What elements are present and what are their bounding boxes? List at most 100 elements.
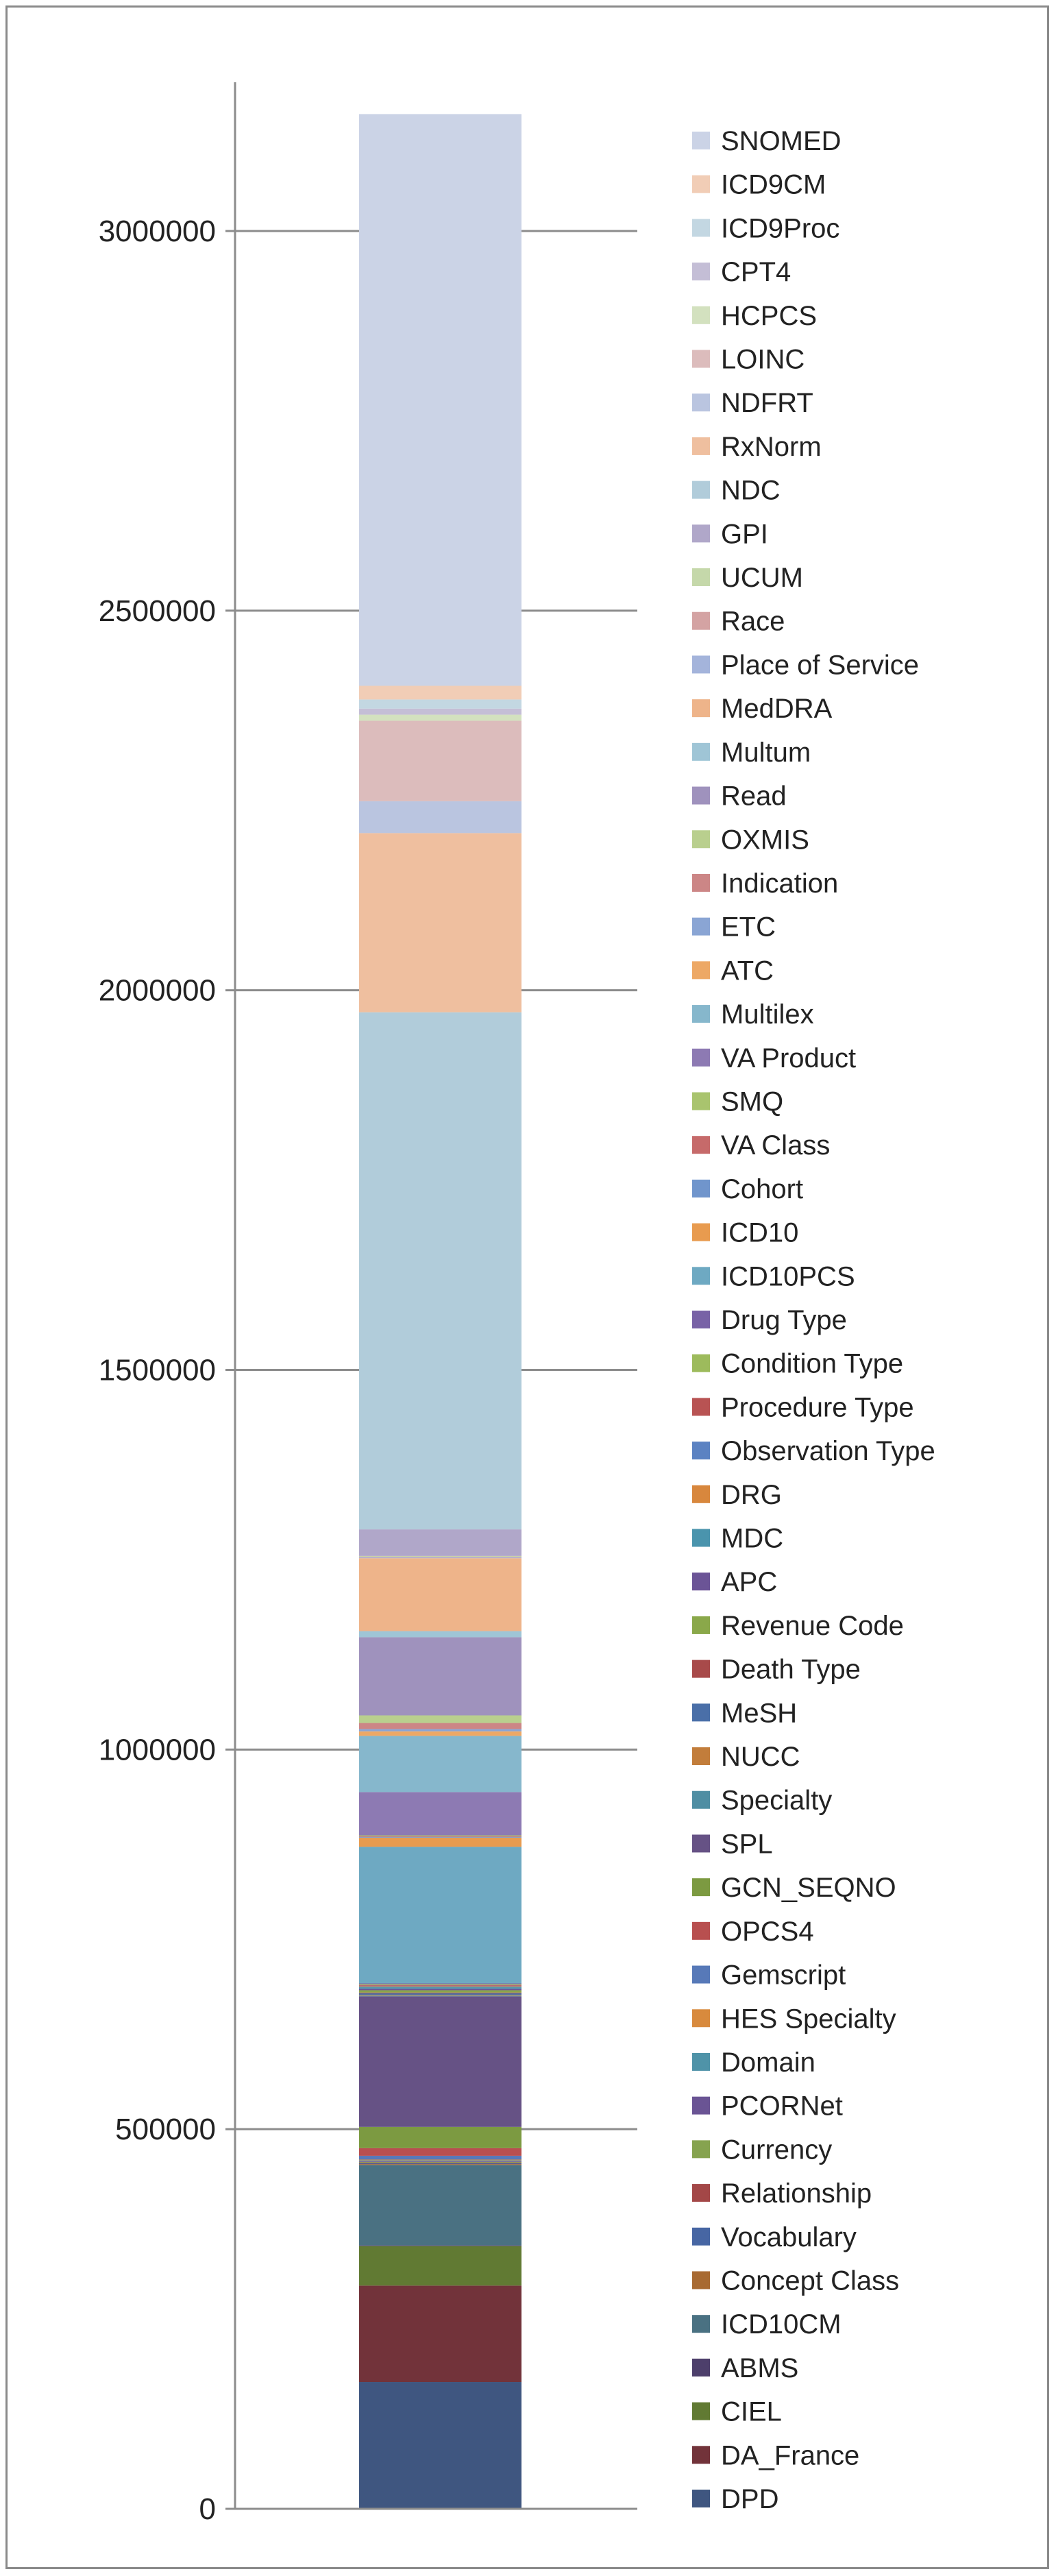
legend-swatch-domain bbox=[692, 2052, 710, 2071]
legend-label-icd10cm: ICD10CM bbox=[721, 2309, 842, 2340]
bar-segment-pcornet bbox=[359, 2161, 521, 2162]
legend-label-apc: APC bbox=[721, 1567, 777, 1597]
legend-label-abms: ABMS bbox=[721, 2353, 798, 2383]
legend-label-read: Read bbox=[721, 781, 787, 812]
bar-segment-icd9proc bbox=[359, 699, 521, 709]
legend-label-oxmis: OXMIS bbox=[721, 825, 809, 855]
bar-segment-cohort bbox=[359, 1836, 521, 1838]
legend-swatch-vocabulary bbox=[692, 2227, 710, 2246]
legend-swatch-icd10cm bbox=[692, 2315, 710, 2333]
bar-segment-icd9cm bbox=[359, 685, 521, 700]
legend-swatch-race bbox=[692, 611, 710, 630]
legend-label-cpt4: CPT4 bbox=[721, 257, 791, 287]
bar-segment-ndfrt bbox=[359, 801, 521, 834]
bar-segment-mesh bbox=[359, 1993, 521, 1995]
legend-swatch-hcpcs bbox=[692, 306, 710, 324]
legend-label-procedure-type: Procedure Type bbox=[721, 1392, 914, 1422]
bar-segment-gpi bbox=[359, 1529, 521, 1556]
legend-label-drug-type: Drug Type bbox=[721, 1305, 847, 1335]
bar-segment-cpt4 bbox=[359, 708, 521, 715]
legend-swatch-meddra bbox=[692, 699, 710, 718]
legend-label-loinc: LOINC bbox=[721, 345, 805, 375]
legend-swatch-mdc bbox=[692, 1529, 710, 1547]
legend-swatch-abms bbox=[692, 2358, 710, 2377]
legend-label-opcs4: OPCS4 bbox=[721, 1917, 814, 1947]
legend-swatch-atc bbox=[692, 961, 710, 980]
legend-label-da-france: DA_France bbox=[721, 2440, 859, 2470]
legend-label-ucum: UCUM bbox=[721, 563, 803, 593]
bar-segment-etc bbox=[359, 1729, 521, 1731]
legend-swatch-cohort bbox=[692, 1179, 710, 1198]
legend-swatch-ndc bbox=[692, 481, 710, 499]
legend-swatch-icd10 bbox=[692, 1223, 710, 1241]
bar-segment-opcs4 bbox=[359, 2148, 521, 2156]
legend-label-va-product: VA Product bbox=[721, 1043, 856, 1073]
legend-swatch-icd9proc bbox=[692, 219, 710, 237]
legend-swatch-da-france bbox=[692, 2446, 710, 2464]
legend-label-mdc: MDC bbox=[721, 1524, 783, 1554]
legend-label-gcn-seqno: GCN_SEQNO bbox=[721, 1873, 896, 1903]
legend-label-rxnorm: RxNorm bbox=[721, 432, 822, 462]
legend-swatch-gpi bbox=[692, 524, 710, 543]
bar-segment-da-france bbox=[359, 2285, 521, 2383]
legend-swatch-icd10pcs bbox=[692, 1267, 710, 1285]
legend-swatch-concept-class bbox=[692, 2271, 710, 2289]
y-tick-label: 3000000 bbox=[99, 215, 216, 248]
bar-segment-multum bbox=[359, 1631, 521, 1638]
bar-segment-meddra bbox=[359, 1558, 521, 1631]
y-tick-label: 2500000 bbox=[99, 594, 216, 628]
legend-label-etc: ETC bbox=[721, 912, 776, 943]
legend-swatch-snomed bbox=[692, 132, 710, 149]
chart-frame bbox=[5, 5, 1049, 2569]
legend-label-race: Race bbox=[721, 607, 785, 637]
legend-swatch-icd9cm bbox=[692, 175, 710, 193]
legend-swatch-nucc bbox=[692, 1747, 710, 1766]
legend-swatch-cpt4 bbox=[692, 263, 710, 281]
legend-label-observation-type: Observation Type bbox=[721, 1436, 935, 1466]
legend-swatch-procedure-type bbox=[692, 1398, 710, 1416]
legend-swatch-mesh bbox=[692, 1703, 710, 1722]
y-tick-label: 500000 bbox=[115, 2113, 216, 2146]
legend-label-vocabulary: Vocabulary bbox=[721, 2222, 857, 2252]
bar-segment-read bbox=[359, 1637, 521, 1716]
legend-label-concept-class: Concept Class bbox=[721, 2265, 899, 2296]
legend-swatch-multum bbox=[692, 742, 710, 761]
legend-swatch-relationship bbox=[692, 2184, 710, 2202]
legend-label-gpi: GPI bbox=[721, 519, 768, 549]
bar-segment-multilex bbox=[359, 1736, 521, 1793]
bar-segment-icd10 bbox=[359, 1837, 521, 1847]
bar-segment-currency bbox=[359, 2161, 521, 2163]
legend-label-place-of-service: Place of Service bbox=[721, 650, 919, 680]
legend-label-icd9cm: ICD9CM bbox=[721, 170, 826, 200]
legend-swatch-gcn-seqno bbox=[692, 1878, 710, 1897]
bar-segment-apc bbox=[359, 1989, 521, 1991]
legend-swatch-rxnorm bbox=[692, 437, 710, 455]
legend-swatch-oxmis bbox=[692, 830, 710, 849]
legend-label-spl: SPL bbox=[721, 1829, 773, 1859]
legend-swatch-dpd bbox=[692, 2490, 710, 2507]
legend-label-hes-specialty: HES Specialty bbox=[721, 2004, 896, 2034]
legend-label-va-class: VA Class bbox=[721, 1130, 830, 1161]
legend-swatch-va-class bbox=[692, 1136, 710, 1154]
legend-label-dpd: DPD bbox=[721, 2484, 778, 2514]
bar-segment-gemscript bbox=[359, 2155, 521, 2160]
bar-segment-oxmis bbox=[359, 1715, 521, 1723]
bar-segment-procedure-type bbox=[359, 1984, 521, 1986]
legend-label-ciel: CIEL bbox=[721, 2397, 782, 2427]
bar-segment-condition-type bbox=[359, 1984, 521, 1985]
bar-segment-specialty bbox=[359, 1995, 521, 1997]
bar-segment-va-product bbox=[359, 1792, 521, 1836]
legend-label-hcpcs: HCPCS bbox=[721, 301, 817, 331]
legend-label-condition-type: Condition Type bbox=[721, 1349, 903, 1379]
legend-swatch-gemscript bbox=[692, 1965, 710, 1984]
legend-label-snomed: SNOMED bbox=[721, 126, 842, 156]
legend-label-gemscript: Gemscript bbox=[721, 1960, 846, 1991]
legend-label-multum: Multum bbox=[721, 738, 811, 768]
bar-segment-hcpcs bbox=[359, 714, 521, 721]
legend-label-pcornet: PCORNet bbox=[721, 2091, 843, 2122]
bar-segment-dpd bbox=[359, 2382, 521, 2509]
legend-label-multilex: Multilex bbox=[721, 999, 814, 1030]
legend-swatch-etc bbox=[692, 917, 710, 936]
legend-label-death-type: Death Type bbox=[721, 1655, 861, 1685]
legend-swatch-revenue-code bbox=[692, 1616, 710, 1634]
